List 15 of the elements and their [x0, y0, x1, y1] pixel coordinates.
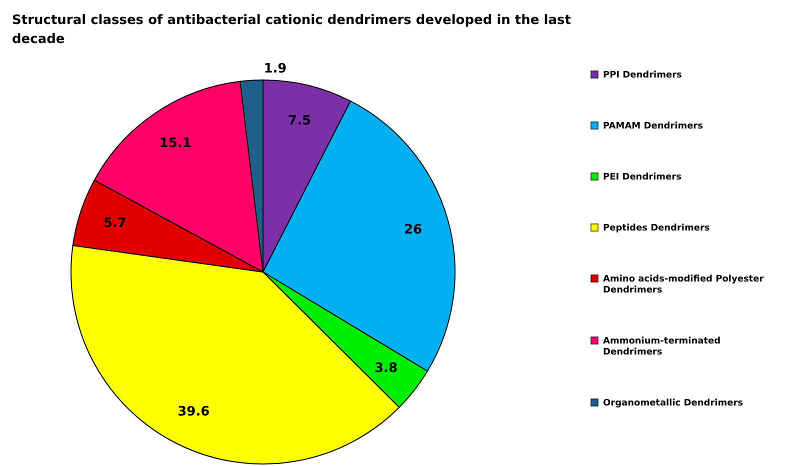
- data-label: 7.5: [288, 113, 312, 128]
- legend-label: PEI Dendrimers: [603, 172, 682, 182]
- legend-label: PAMAM Dendrimers: [603, 122, 703, 132]
- legend-label: PPI Dendrimers: [603, 70, 682, 80]
- legend-label: Ammonium-terminated Dendrimers: [603, 336, 721, 358]
- data-label: 3.8: [374, 360, 398, 376]
- data-label: 26: [404, 222, 422, 238]
- legend-label: Amino acids-modified Polyester Dendrimers: [603, 274, 764, 296]
- data-label: 15.1: [159, 136, 192, 151]
- legend-label: Peptides Dendrimers: [603, 224, 710, 234]
- chart-title: Structural classes of antibacterial cationic dendrimers developed in the last decade: [12, 13, 571, 47]
- data-label: 39.6: [178, 404, 210, 420]
- legend-label: Organometallic Dendrimers: [603, 398, 744, 408]
- data-label: 1.9: [264, 61, 287, 76]
- data-label: 5.7: [103, 216, 126, 232]
